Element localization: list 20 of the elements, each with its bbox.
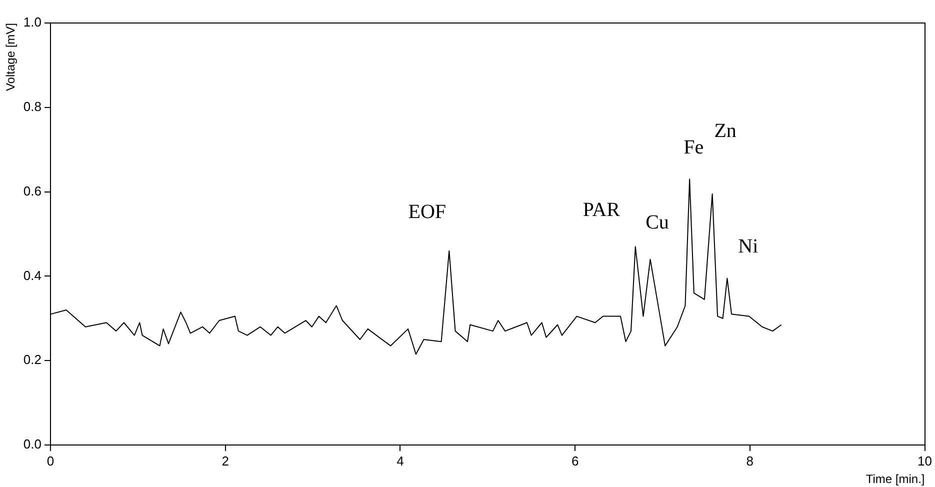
annotation: Fe bbox=[684, 136, 704, 158]
y-axis-title: Voltage [mV] bbox=[4, 23, 18, 92]
y-tick-label: 0.4 bbox=[23, 268, 42, 283]
y-tick-label: 0.8 bbox=[23, 98, 42, 114]
annotation: PAR bbox=[582, 198, 621, 221]
annotation: Ni bbox=[738, 236, 759, 258]
x-tick-label: 2 bbox=[222, 453, 229, 468]
x-tick-label: 4 bbox=[396, 453, 404, 468]
x-tick-label: 6 bbox=[571, 453, 579, 468]
y-tick-label: 0.2 bbox=[23, 352, 42, 368]
annotation: Zn bbox=[714, 120, 736, 142]
x-tick-label: 10 bbox=[918, 453, 932, 468]
annotation: Cu bbox=[646, 212, 669, 234]
x-tick-label: 0 bbox=[46, 453, 54, 468]
y-tick-label: 0.0 bbox=[23, 436, 42, 452]
annotation: EOF bbox=[408, 201, 446, 224]
x-tick-label: 8 bbox=[746, 453, 754, 468]
y-tick-label: 1.0 bbox=[23, 14, 42, 30]
x-axis-title: Time [min.] bbox=[866, 472, 925, 486]
y-tick-label: 0.6 bbox=[23, 183, 42, 198]
